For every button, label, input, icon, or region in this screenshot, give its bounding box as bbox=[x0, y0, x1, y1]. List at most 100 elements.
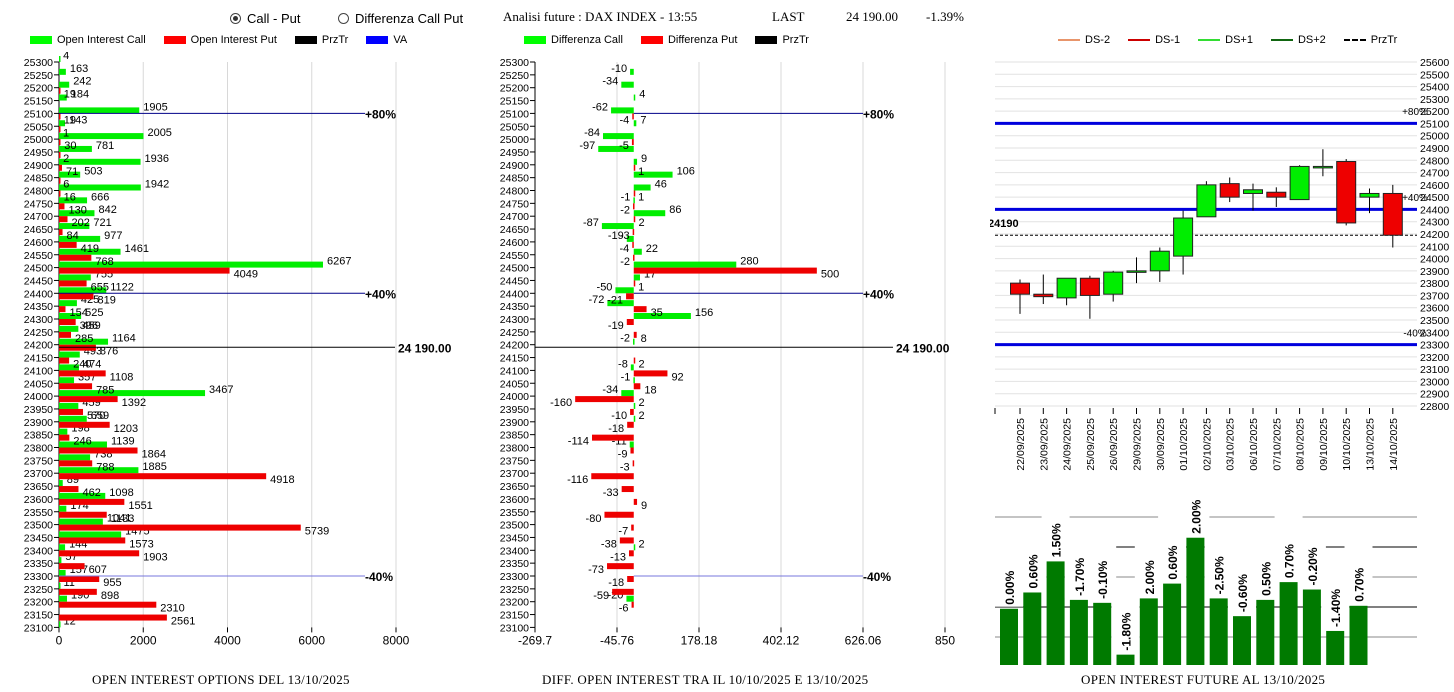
data-label: 1.50% bbox=[1050, 523, 1064, 557]
data-label: -8 bbox=[618, 358, 628, 370]
bar-put bbox=[59, 319, 76, 325]
data-label: -59 bbox=[593, 590, 609, 602]
bar-call bbox=[633, 415, 636, 422]
data-label: -50 bbox=[597, 281, 613, 293]
data-label: -18 bbox=[608, 577, 624, 589]
x-tick-label: 626.06 bbox=[845, 633, 882, 647]
bar-put bbox=[59, 383, 93, 390]
data-label: 525 bbox=[85, 307, 103, 319]
bar-put bbox=[59, 537, 126, 544]
data-label: 1203 bbox=[114, 423, 138, 435]
bar-call bbox=[59, 557, 62, 564]
y-tick-label: 24150 bbox=[500, 353, 529, 365]
data-label: -1.80% bbox=[1120, 612, 1134, 650]
last-label: LAST bbox=[772, 9, 805, 24]
y-tick-label: 22800 bbox=[1420, 401, 1449, 413]
y-tick-label: 23500 bbox=[24, 520, 53, 532]
data-label: 5739 bbox=[305, 526, 329, 538]
bar-put bbox=[633, 254, 635, 261]
y-tick-label: 24550 bbox=[24, 250, 53, 262]
bar-put bbox=[627, 576, 634, 582]
legend-item-ds+1: DS+1 bbox=[1198, 34, 1253, 46]
data-label: -9 bbox=[618, 449, 628, 461]
x-tick-label: -45.76 bbox=[600, 633, 634, 647]
x-tick-label: 850 bbox=[935, 633, 955, 647]
data-label: 500 bbox=[821, 269, 839, 281]
data-label: 1942 bbox=[145, 179, 169, 191]
bar-call bbox=[59, 94, 67, 101]
data-label: -33 bbox=[603, 487, 619, 499]
bar-put bbox=[59, 241, 77, 248]
legend-label: DS+1 bbox=[1225, 34, 1253, 46]
data-label: 1 bbox=[638, 166, 644, 178]
data-label: 785 bbox=[96, 384, 114, 396]
legend-label: PrzTr bbox=[321, 34, 349, 46]
bar-call bbox=[59, 505, 67, 512]
data-label: 1864 bbox=[142, 449, 166, 461]
data-label: 1573 bbox=[129, 538, 153, 550]
data-label: 8 bbox=[641, 333, 647, 345]
y-tick-label: 23600 bbox=[1420, 303, 1449, 315]
bar-call bbox=[598, 145, 634, 152]
legend-label: Open Interest Put bbox=[190, 34, 277, 46]
future-bar bbox=[1302, 589, 1321, 665]
legend-label: PrzTr bbox=[782, 34, 809, 46]
x-tick-label: 08/10/2025 bbox=[1295, 418, 1307, 471]
legend-diff: Differenza Call Differenza Put PrzTr bbox=[524, 34, 819, 46]
legend-item-diff-put: Differenza Put bbox=[640, 34, 738, 46]
bar-put bbox=[59, 331, 72, 338]
candle-body bbox=[1312, 165, 1333, 169]
bar-put bbox=[59, 280, 87, 287]
bar-call bbox=[615, 287, 634, 294]
data-label: 2 bbox=[638, 397, 644, 409]
data-label: -18 bbox=[608, 423, 624, 435]
data-label: 106 bbox=[677, 166, 695, 178]
data-label: 30 bbox=[64, 140, 76, 152]
x-tick-label: 22/09/2025 bbox=[1015, 418, 1027, 471]
x-tick-label: 02/10/2025 bbox=[1201, 418, 1213, 471]
y-tick-label: 23850 bbox=[500, 430, 529, 442]
bar-call bbox=[59, 351, 80, 358]
data-label: 2 bbox=[63, 153, 69, 165]
radio-call-put[interactable]: Call - Put bbox=[230, 11, 300, 26]
bar-call bbox=[59, 107, 140, 114]
bar-put bbox=[632, 460, 635, 467]
y-tick-label: 23350 bbox=[500, 558, 529, 570]
candle-body bbox=[1149, 250, 1170, 272]
legend-label: Differenza Put bbox=[667, 34, 738, 46]
data-label: -97 bbox=[579, 140, 595, 152]
y-tick-label: 24750 bbox=[500, 198, 529, 210]
data-label: 240 bbox=[73, 359, 91, 371]
y-tick-label: 23900 bbox=[1420, 266, 1449, 278]
y-tick-label: 25000 bbox=[24, 134, 53, 146]
bar-call bbox=[59, 171, 81, 178]
bar-put bbox=[59, 254, 92, 261]
va-level-label: +80% bbox=[1402, 107, 1428, 118]
data-label: -2 bbox=[620, 333, 630, 345]
data-label: 1936 bbox=[145, 153, 169, 165]
bar-call bbox=[633, 197, 635, 204]
bar-put bbox=[632, 241, 634, 248]
bar-call bbox=[59, 338, 109, 345]
y-tick-label: 24850 bbox=[24, 173, 53, 185]
legend-swatch-put bbox=[163, 36, 186, 44]
bar-put bbox=[631, 601, 634, 608]
future-bar bbox=[1209, 598, 1228, 665]
radio-differenza-call-put[interactable]: Differenza Call Put bbox=[338, 11, 463, 26]
y-tick-label: 23800 bbox=[24, 443, 53, 455]
data-label: -73 bbox=[588, 564, 604, 576]
va-level-label: +40% bbox=[1402, 193, 1428, 204]
data-label: 1903 bbox=[143, 551, 167, 563]
bar-call bbox=[59, 544, 66, 551]
candle-body bbox=[1056, 277, 1077, 299]
bar-put bbox=[632, 229, 635, 236]
bar-put bbox=[59, 126, 61, 133]
y-tick-label: 23400 bbox=[500, 545, 529, 557]
bar-call bbox=[633, 210, 666, 217]
bar-call bbox=[59, 325, 79, 332]
x-tick-label: 06/10/2025 bbox=[1248, 418, 1260, 471]
data-label: 86 bbox=[669, 204, 681, 216]
data-label: 1 bbox=[63, 127, 69, 139]
chart2-title: DIFF. OPEN INTEREST TRA IL 10/10/2025 E … bbox=[542, 672, 869, 687]
data-label: 154 bbox=[69, 307, 87, 319]
